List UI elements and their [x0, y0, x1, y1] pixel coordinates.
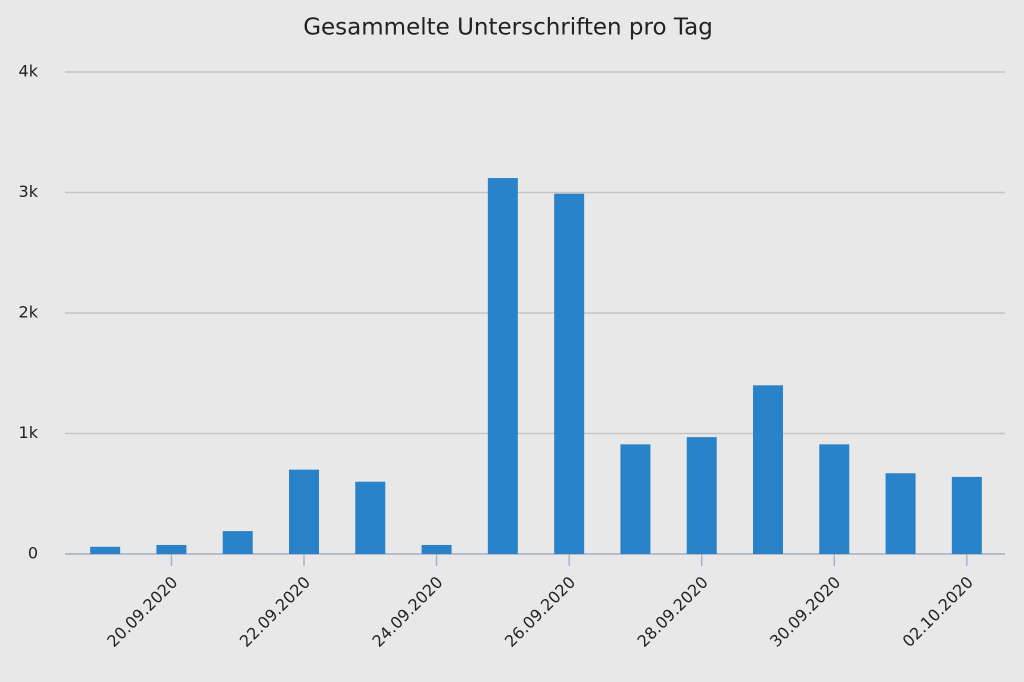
y-tick-label: 2k — [19, 303, 39, 322]
bar — [487, 178, 518, 555]
y-tick-label: 0 — [28, 544, 38, 563]
bar — [90, 546, 121, 554]
bar — [554, 193, 585, 554]
bar — [421, 544, 452, 554]
chart-title: Gesammelte Unterschriften pro Tag — [303, 15, 713, 41]
bar — [885, 473, 916, 554]
bar — [753, 385, 783, 554]
bar — [222, 531, 253, 554]
bar — [620, 444, 651, 554]
y-tick-label: 1k — [19, 423, 39, 442]
y-tick-label: 3k — [19, 182, 39, 201]
bar — [355, 481, 386, 554]
bar — [686, 437, 717, 554]
bar — [289, 469, 319, 554]
y-tick-label: 4k — [19, 62, 39, 81]
bar — [156, 544, 187, 554]
bar — [951, 476, 982, 554]
bar — [819, 444, 850, 554]
